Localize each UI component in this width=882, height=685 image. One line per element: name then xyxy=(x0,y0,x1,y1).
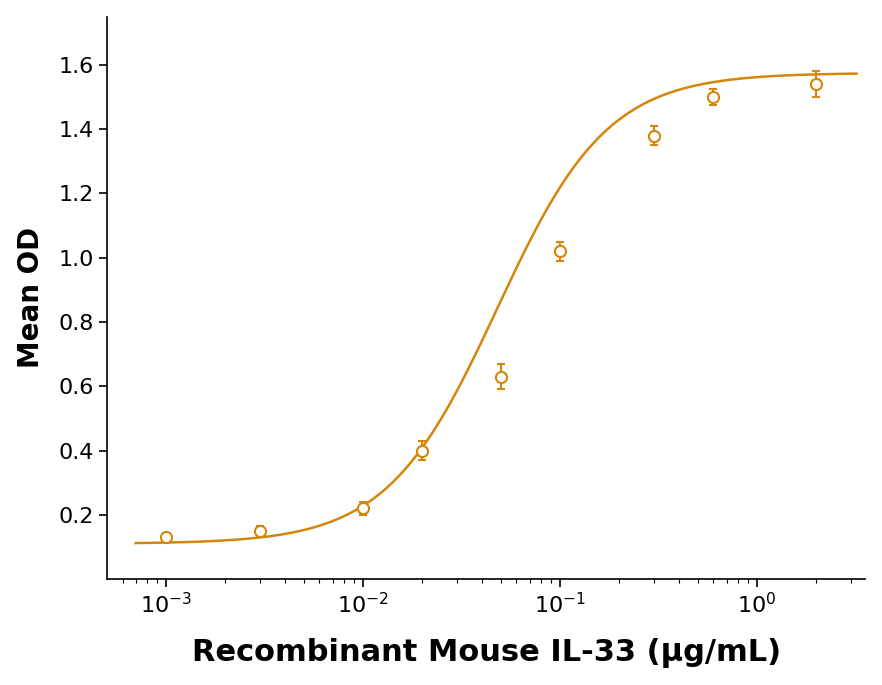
Y-axis label: Mean OD: Mean OD xyxy=(17,227,45,369)
X-axis label: Recombinant Mouse IL-33 (μg/mL): Recombinant Mouse IL-33 (μg/mL) xyxy=(191,638,781,669)
